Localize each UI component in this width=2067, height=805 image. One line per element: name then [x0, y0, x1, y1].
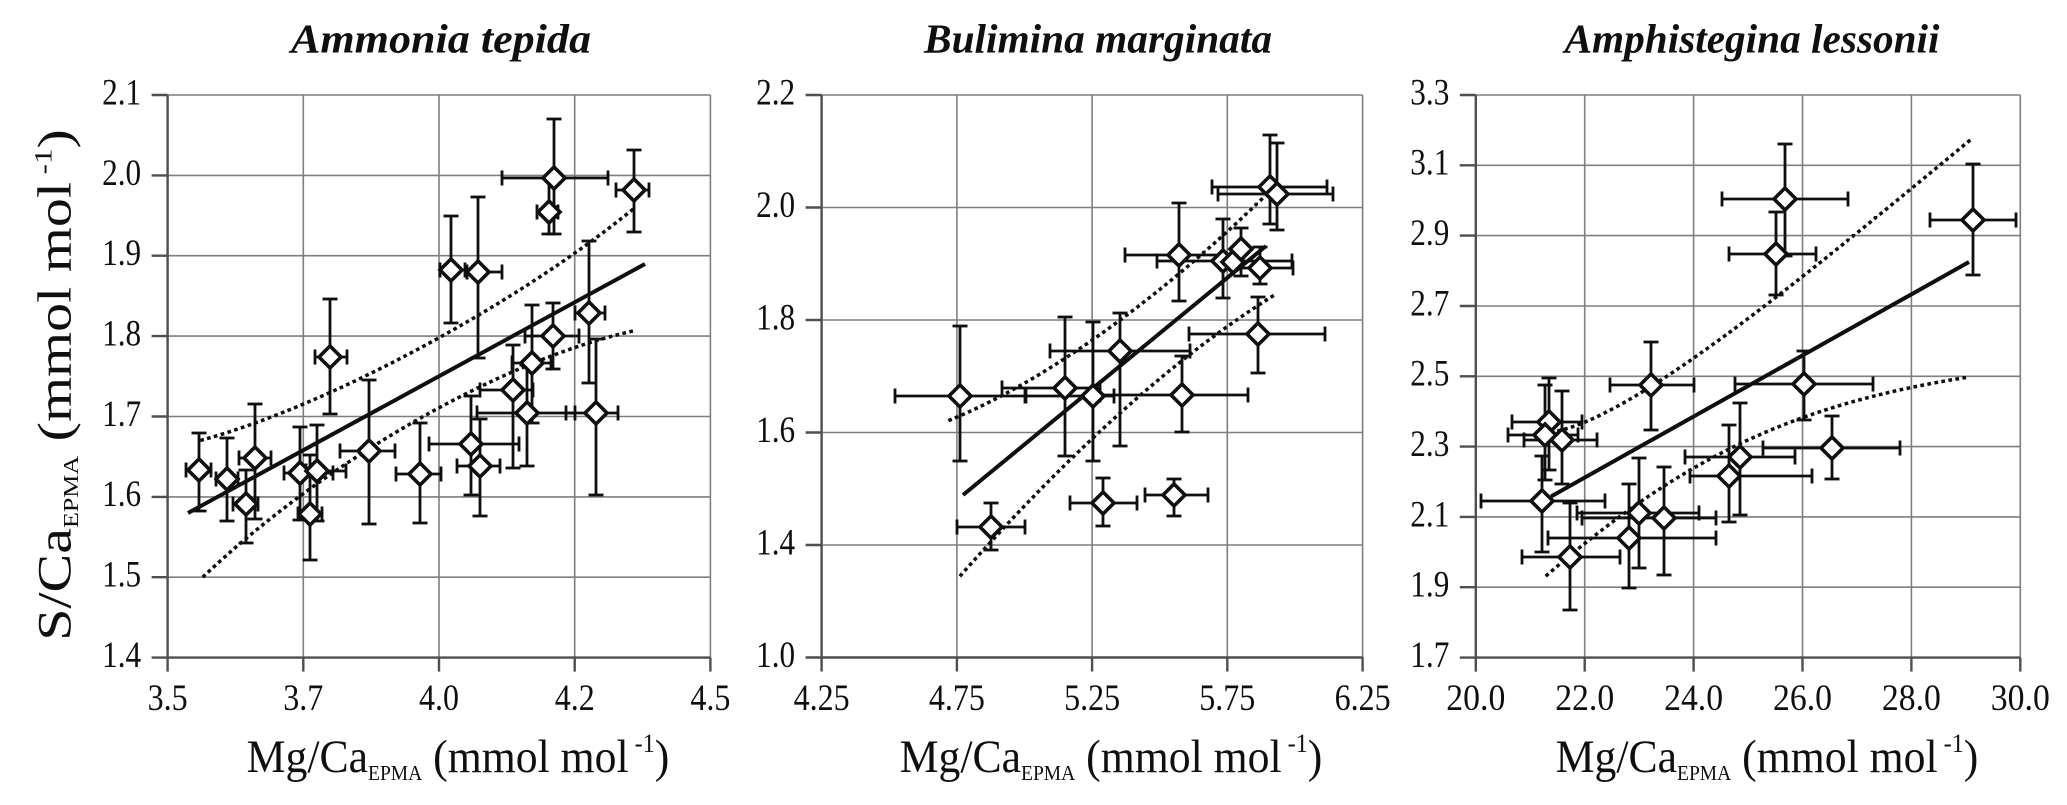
svg-text:Mg/CaEPMA (mmol mol -1): Mg/CaEPMA (mmol mol -1) — [1556, 730, 1979, 785]
svg-text:26.0: 26.0 — [1773, 678, 1832, 719]
svg-text:1.8: 1.8 — [102, 314, 141, 355]
svg-text:Amphistegina lessonii: Amphistegina lessonii — [1561, 16, 1940, 62]
svg-text:3.1: 3.1 — [1410, 143, 1449, 184]
svg-text:30.0: 30.0 — [1991, 678, 2050, 719]
svg-text:4.75: 4.75 — [929, 678, 985, 719]
svg-text:2.1: 2.1 — [102, 72, 141, 113]
svg-text:2.0: 2.0 — [102, 153, 141, 194]
svg-text:4.2: 4.2 — [555, 678, 595, 719]
svg-text:S/CaEPMA (mmol mol -1): S/CaEPMA (mmol mol -1) — [29, 129, 83, 641]
svg-text:3.7: 3.7 — [283, 678, 323, 719]
svg-text:1.8: 1.8 — [756, 297, 795, 338]
svg-text:2.7: 2.7 — [1410, 283, 1449, 324]
svg-text:24.0: 24.0 — [1664, 678, 1723, 719]
svg-text:Ammonia tepida: Ammonia tepida — [288, 16, 591, 62]
svg-text:5.75: 5.75 — [1199, 678, 1255, 719]
svg-text:4.25: 4.25 — [794, 678, 850, 719]
svg-text:2.1: 2.1 — [1410, 494, 1449, 535]
svg-text:20.0: 20.0 — [1446, 678, 1505, 719]
svg-text:3.5: 3.5 — [148, 678, 188, 719]
svg-text:Bulimina marginata: Bulimina marginata — [923, 16, 1272, 62]
svg-text:4.5: 4.5 — [690, 678, 730, 719]
svg-text:1.7: 1.7 — [1410, 635, 1449, 676]
svg-text:1.0: 1.0 — [756, 635, 795, 676]
svg-text:1.4: 1.4 — [756, 522, 795, 563]
svg-text:1.6: 1.6 — [756, 410, 795, 451]
svg-text:1.6: 1.6 — [102, 474, 141, 515]
svg-text:2.5: 2.5 — [1410, 354, 1449, 395]
svg-text:Mg/CaEPMA (mmol mol -1): Mg/CaEPMA (mmol mol -1) — [900, 730, 1323, 785]
svg-text:6.25: 6.25 — [1335, 678, 1391, 719]
svg-text:1.7: 1.7 — [102, 394, 141, 435]
svg-text:5.25: 5.25 — [1064, 678, 1120, 719]
svg-text:1.9: 1.9 — [102, 233, 141, 274]
svg-text:2.0: 2.0 — [756, 185, 795, 226]
svg-text:1.5: 1.5 — [102, 555, 141, 596]
svg-text:1.9: 1.9 — [1410, 565, 1449, 606]
svg-text:3.3: 3.3 — [1410, 72, 1449, 113]
svg-text:28.0: 28.0 — [1882, 678, 1941, 719]
svg-text:2.3: 2.3 — [1410, 424, 1449, 465]
svg-text:1.4: 1.4 — [102, 635, 141, 676]
svg-text:22.0: 22.0 — [1555, 678, 1614, 719]
svg-text:2.9: 2.9 — [1410, 213, 1449, 254]
svg-text:2.2: 2.2 — [756, 72, 795, 113]
svg-text:4.0: 4.0 — [419, 678, 459, 719]
svg-text:Mg/CaEPMA (mmol mol -1): Mg/CaEPMA (mmol mol -1) — [247, 730, 670, 785]
